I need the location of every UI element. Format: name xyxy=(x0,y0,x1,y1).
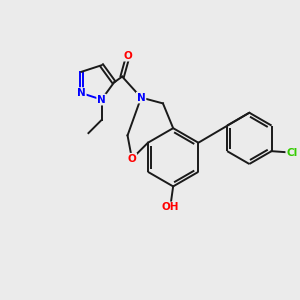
Text: N: N xyxy=(77,88,86,98)
Text: N: N xyxy=(137,93,146,103)
Text: N: N xyxy=(97,94,106,105)
Text: O: O xyxy=(124,51,132,61)
Text: Cl: Cl xyxy=(286,148,298,158)
Text: O: O xyxy=(128,154,136,164)
Text: OH: OH xyxy=(161,202,179,212)
